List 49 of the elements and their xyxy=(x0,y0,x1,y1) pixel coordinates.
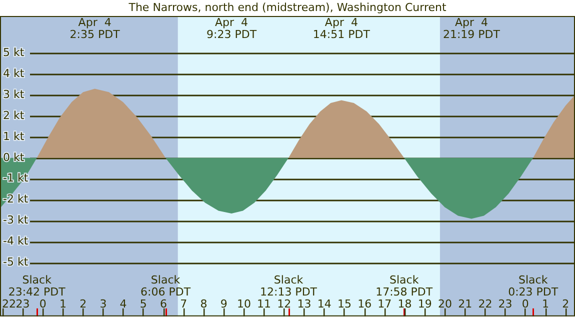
x-tick-label: 18 xyxy=(398,298,412,311)
x-tick-label: 6 xyxy=(160,298,168,311)
x-tick-label: 11 xyxy=(257,298,272,311)
x-tick-label: 0 xyxy=(39,298,46,311)
annotation: Apr 4 21:19 PDT xyxy=(442,16,500,41)
x-tick-label: 9 xyxy=(220,298,228,311)
x-tick-label: 2 xyxy=(562,298,570,311)
x-tick-label: 1 xyxy=(542,298,550,311)
annotation: Slack 23:42 PDT xyxy=(8,274,66,299)
y-tick-label: -2 kt xyxy=(3,192,29,206)
chart-title: The Narrows, north end (midstream), Washington Current xyxy=(128,0,447,14)
x-tick-label: 21 xyxy=(458,298,472,311)
x-tick-label: 4 xyxy=(120,298,127,311)
x-tick-label: 8 xyxy=(200,298,208,311)
y-tick-label: 4 kt xyxy=(3,66,25,80)
annotation: Apr 4 2:35 PDT xyxy=(70,16,120,41)
x-tick-label: 13 xyxy=(297,298,312,311)
y-tick-label: 0 kt xyxy=(3,150,25,164)
x-tick-label: 3 xyxy=(100,298,107,311)
x-tick-label: 17 xyxy=(378,298,392,311)
x-tick-label: 19 xyxy=(418,298,432,311)
annotation: Apr 4 9:23 PDT xyxy=(206,16,257,41)
y-tick-label: -3 kt xyxy=(3,214,29,227)
x-tick-label: 7 xyxy=(180,298,188,311)
y-tick-label: 2 kt xyxy=(3,108,25,122)
annotation: Slack 6:06 PDT xyxy=(140,274,191,299)
x-tick-label: 16 xyxy=(358,298,372,311)
annotation: Slack 17:58 PDT xyxy=(376,274,433,299)
x-tick-label: 5 xyxy=(140,298,147,311)
y-tick-label: -4 kt xyxy=(3,234,29,248)
x-tick-label: 22 xyxy=(478,298,492,311)
y-tick-label: 3 kt xyxy=(3,88,25,101)
x-tick-label: 2 xyxy=(80,298,87,311)
x-tick-label: 1 xyxy=(59,298,66,311)
annotation: Slack 12:13 PDT xyxy=(260,274,318,299)
x-tick-label: 22 xyxy=(2,298,16,311)
x-tick-label: 0 xyxy=(522,298,529,311)
y-tick-label: -5 kt xyxy=(3,256,29,269)
annotation: Slack 0:23 PDT xyxy=(508,274,558,299)
x-tick-label: 20 xyxy=(438,298,452,311)
x-tick-label: 15 xyxy=(337,298,352,311)
x-tick-label: 14 xyxy=(317,298,332,311)
y-tick-label: 5 kt xyxy=(3,46,25,59)
y-tick-label: 1 kt xyxy=(3,130,25,143)
x-tick-label: 12 xyxy=(277,298,292,311)
x-tick-label: 10 xyxy=(236,298,251,311)
x-tick-label: 23 xyxy=(498,298,512,311)
annotation: Apr 4 14:51 PDT xyxy=(312,16,370,41)
x-tick-label: 23 xyxy=(16,298,30,311)
